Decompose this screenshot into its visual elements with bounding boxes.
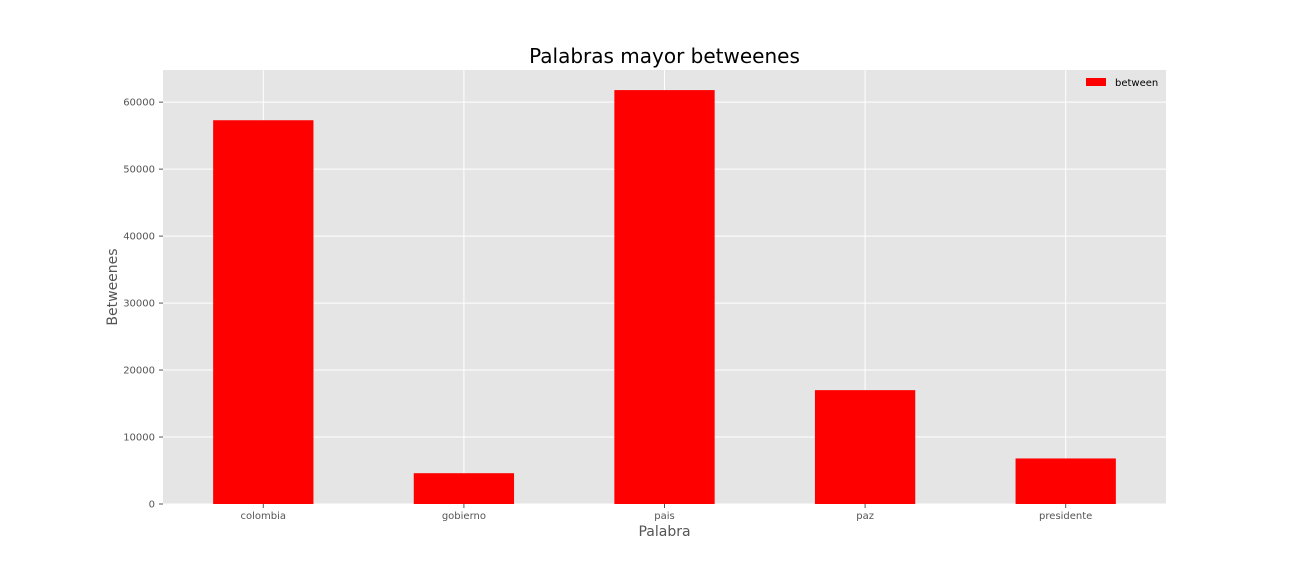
y-tick-label: 20000 — [123, 366, 155, 377]
x-axis-ticks: colombia gobierno pais paz presidente — [241, 504, 1092, 522]
y-axis-label: Betweenes — [105, 248, 121, 325]
legend-swatch — [1086, 78, 1106, 86]
y-axis-ticks: 0 10000 20000 30000 40000 50000 60000 — [123, 98, 163, 511]
legend: between — [1086, 78, 1158, 89]
bar-pais — [614, 90, 715, 504]
x-axis-label: Palabra — [638, 524, 690, 540]
bar-gobierno — [413, 473, 515, 504]
y-tick-label: 50000 — [123, 165, 155, 176]
bar-presidente — [1015, 458, 1116, 504]
y-tick-label: 60000 — [123, 98, 155, 109]
x-tick-label: presidente — [1039, 511, 1092, 522]
x-tick-label: colombia — [241, 511, 287, 522]
bars — [213, 90, 1116, 505]
bar-paz — [814, 390, 916, 504]
x-tick-label: pais — [654, 511, 674, 522]
x-tick-label: gobierno — [442, 511, 486, 522]
legend-label: between — [1115, 78, 1158, 89]
bar-colombia — [213, 120, 314, 505]
y-tick-label: 40000 — [123, 232, 155, 243]
chart-title: Palabras mayor betweenes — [529, 44, 800, 68]
x-tick-label: paz — [856, 511, 874, 522]
y-tick-label: 10000 — [123, 433, 155, 444]
y-tick-label: 0 — [149, 500, 155, 511]
y-tick-label: 30000 — [123, 299, 155, 310]
